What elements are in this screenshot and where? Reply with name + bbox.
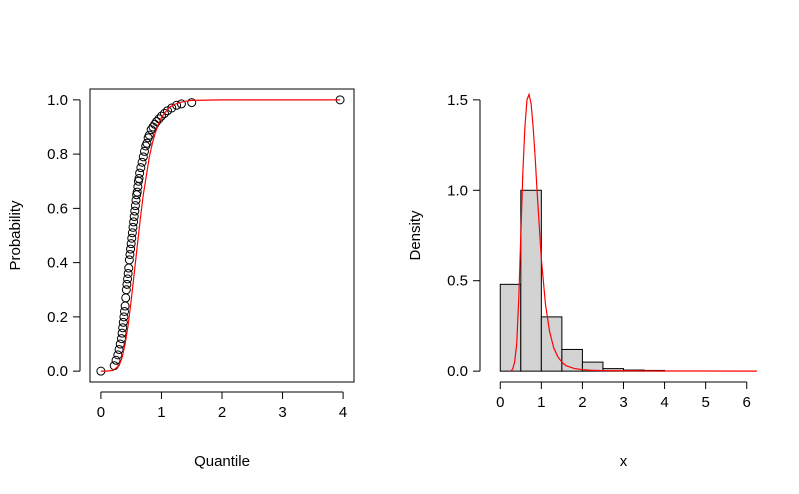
chart1-data-point — [120, 306, 130, 316]
chart1-y-tick-label: 0.2 — [47, 309, 68, 326]
chart1-x-tick-label: 3 — [278, 404, 286, 421]
chart1-data-point — [130, 206, 140, 216]
chart1-data-point — [123, 274, 133, 284]
chart1-data-point — [119, 312, 129, 322]
chart1-data-point — [118, 317, 128, 327]
chart1-data-point — [126, 239, 136, 249]
chart2-y-axis-title: Density — [407, 210, 424, 261]
chart2-x-tick-label: 2 — [578, 394, 586, 411]
chart2-bar-3 — [540, 316, 563, 372]
chart1-plot-box — [89, 88, 355, 383]
chart1-x-axis-title: Quantile — [194, 453, 250, 470]
chart1-x-tick-label: 4 — [339, 404, 347, 421]
chart1-data-point — [124, 255, 134, 265]
chart2-x-tick-label: 1 — [537, 394, 545, 411]
chart2-y-tick-label: 0.0 — [447, 363, 468, 380]
chart1-data-point — [126, 244, 136, 254]
chart2-y-tick-label: 1.5 — [447, 92, 468, 109]
chart1-data-point — [132, 187, 142, 197]
chart1-y-tick-label: 0.0 — [47, 363, 68, 380]
chart1-data-point — [122, 279, 132, 289]
chart1-data-point — [142, 138, 152, 148]
chart2-x-tick-label: 0 — [496, 394, 504, 411]
chart1-data-point — [128, 222, 138, 232]
chart1-data-point — [138, 152, 148, 162]
chart1-data-point — [125, 249, 135, 259]
chart1-data-point — [144, 130, 154, 140]
chart2-x-tick-label: 5 — [701, 394, 709, 411]
chart1-data-point — [139, 146, 149, 156]
chart2-bar-2 — [520, 189, 542, 372]
chart1-data-point — [114, 344, 124, 354]
chart2-x-tick-label: 4 — [660, 394, 668, 411]
chart1-data-point — [137, 157, 147, 167]
chart2-x-tick-label: 6 — [743, 394, 751, 411]
chart1-data-point — [121, 285, 131, 295]
chart1-data-point — [118, 323, 128, 333]
chart1-y-tick-label: 0.8 — [47, 146, 68, 163]
chart1-data-point — [127, 233, 137, 243]
chart1-x-tick-label: 0 — [97, 404, 105, 421]
chart1-y-tick-label: 0.4 — [47, 255, 68, 272]
chart1-data-point — [130, 201, 140, 211]
chart1-series-line — [100, 99, 341, 372]
chart2-bar-5 — [581, 361, 604, 372]
chart1-data-point — [124, 263, 134, 273]
chart2-y-tick-label: 0.5 — [447, 273, 468, 290]
chart1-data-point — [113, 350, 123, 360]
chart1-data-point — [156, 111, 166, 121]
chart1-data-point — [115, 339, 125, 349]
chart1-data-point — [136, 163, 146, 173]
chart1-data-point — [135, 168, 145, 178]
chart1-data-point — [134, 174, 144, 184]
chart1-data-point — [121, 293, 131, 303]
chart1-y-tick-label: 1.0 — [47, 92, 68, 109]
chart1-y-axis-title: Probability — [7, 200, 24, 271]
chart1-data-point — [152, 117, 162, 127]
chart1-data-point — [120, 301, 130, 311]
chart1-data-point — [129, 217, 139, 227]
chart1-data-point — [109, 361, 119, 371]
chart1-data-point — [187, 98, 197, 108]
chart1-data-point — [111, 355, 121, 365]
chart1-data-point — [123, 268, 133, 278]
chart2-x-axis-title: x — [620, 453, 628, 470]
chart2-density-curve — [510, 92, 758, 372]
chart2-x-tick-label: 3 — [619, 394, 627, 411]
chart1-x-tick-label: 1 — [157, 404, 165, 421]
chart2-y-tick-label: 1.0 — [447, 182, 468, 199]
chart1-data-point — [127, 228, 137, 238]
chart1-data-point — [159, 108, 169, 118]
chart1-y-tick-label: 0.6 — [47, 200, 68, 217]
chart1-x-tick-label: 2 — [218, 404, 226, 421]
chart1-data-point — [167, 103, 177, 113]
chart1-data-point — [117, 328, 127, 338]
chart1-data-point — [129, 212, 139, 222]
